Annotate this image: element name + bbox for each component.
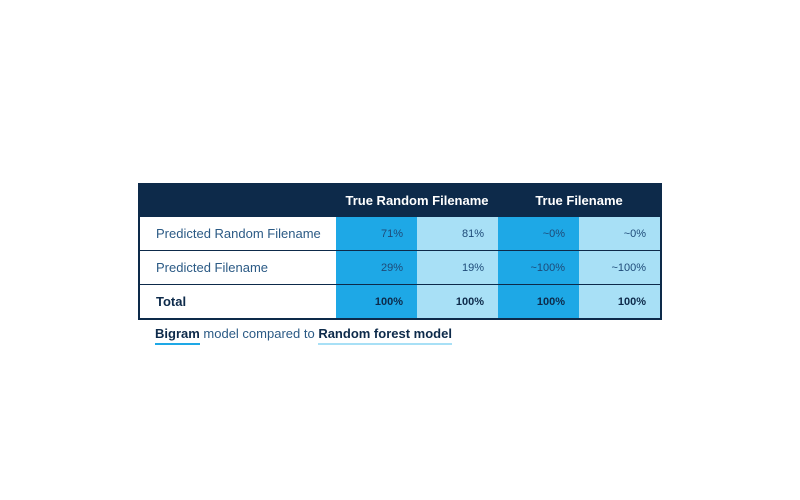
header-row: True Random Filename True Filename: [140, 185, 661, 217]
cell-random-forest: 100%: [579, 284, 661, 318]
cell-random-forest: 19%: [417, 250, 499, 285]
cell-random-forest: ~0%: [579, 216, 661, 251]
cell-bigram: 100%: [336, 284, 417, 318]
row-label: Predicted Filename: [140, 250, 336, 285]
table-row-total: Total 100% 100% 100% 100%: [140, 284, 661, 318]
table-row: Predicted Random Filename 71% 81% ~0% ~0…: [140, 216, 661, 251]
cell-bigram: 29%: [336, 250, 417, 285]
cell-random-forest: 100%: [417, 284, 499, 318]
legend-random-forest: Random forest model: [318, 326, 452, 345]
cell-random-forest: 81%: [417, 216, 499, 251]
cell-bigram: 100%: [498, 284, 580, 318]
header-corner: [140, 185, 336, 217]
table-row: Predicted Filename 29% 19% ~100% ~100%: [140, 250, 661, 285]
cell-random-forest: ~100%: [579, 250, 661, 285]
cell-bigram: 71%: [336, 216, 417, 251]
header-true-random-filename: True Random Filename: [336, 185, 499, 217]
legend-bigram: Bigram: [155, 326, 200, 345]
confusion-table: True Random Filename True Filename Predi…: [138, 183, 662, 320]
row-label: Predicted Random Filename: [140, 216, 336, 251]
header-true-filename: True Filename: [498, 185, 661, 217]
cell-bigram: ~0%: [498, 216, 580, 251]
legend-caption: Bigram model compared to Random forest m…: [155, 326, 452, 345]
row-label: Total: [140, 284, 336, 318]
legend-connector: model compared to: [199, 326, 319, 341]
results-table: True Random Filename True Filename Predi…: [140, 185, 661, 318]
cell-bigram: ~100%: [498, 250, 580, 285]
